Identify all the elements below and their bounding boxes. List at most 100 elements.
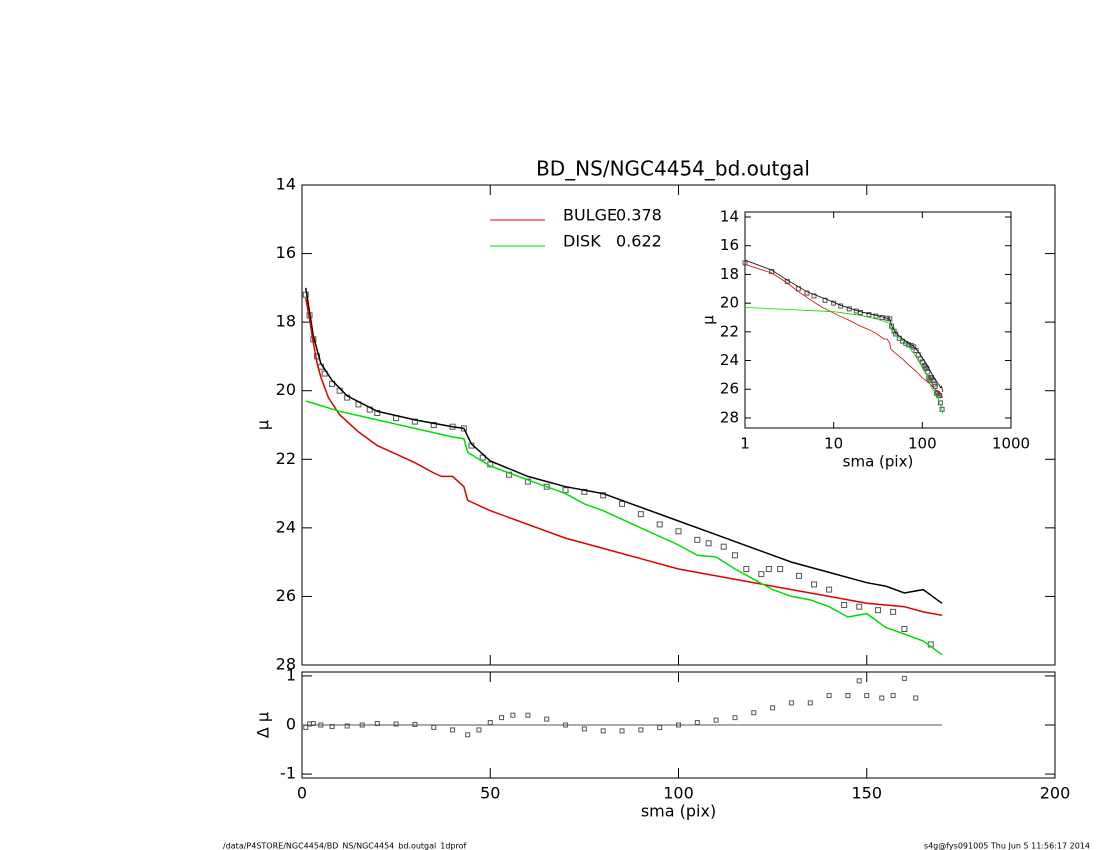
y-tick-label: 24 xyxy=(276,517,296,536)
data-point xyxy=(638,727,644,733)
data-point xyxy=(770,705,776,711)
y-axis-label: Δ μ xyxy=(254,712,273,738)
model-line xyxy=(744,264,944,398)
y-tick-label: 20 xyxy=(276,380,296,399)
data-point xyxy=(544,716,550,722)
data-point xyxy=(890,693,896,699)
legend-fraction: 0.622 xyxy=(616,232,662,251)
y-axis-label: μ xyxy=(700,315,718,325)
data-point xyxy=(901,675,907,681)
data-point xyxy=(581,488,588,495)
legend-label: BULGE xyxy=(563,206,617,225)
data-point xyxy=(303,724,309,730)
y-tick-label: 28 xyxy=(276,655,296,674)
data-point xyxy=(563,722,569,728)
data-point xyxy=(499,715,505,721)
y-axis-label: μ xyxy=(254,420,273,430)
data-point xyxy=(619,728,625,734)
data-point xyxy=(751,710,757,716)
y-tick-label: 20 xyxy=(720,294,739,312)
data-point xyxy=(765,566,772,572)
y-tick-label: 16 xyxy=(276,243,296,262)
data-point xyxy=(795,572,802,579)
data-point xyxy=(922,364,928,370)
data-point xyxy=(713,717,719,723)
data-point xyxy=(879,695,885,701)
y-tick-label: 28 xyxy=(720,408,739,426)
model-line xyxy=(305,400,943,656)
data-point xyxy=(412,722,418,728)
data-point xyxy=(393,721,399,727)
data-point xyxy=(510,712,516,718)
data-point xyxy=(675,528,682,535)
data-point xyxy=(694,720,700,726)
data-point xyxy=(329,723,335,729)
data-point xyxy=(742,260,748,266)
y-tick-label: 22 xyxy=(720,322,739,340)
data-point xyxy=(344,723,350,729)
data-point xyxy=(856,603,863,610)
data-point xyxy=(804,290,810,296)
data-point xyxy=(487,720,493,726)
data-point xyxy=(913,695,919,701)
data-point xyxy=(431,724,437,730)
data-point xyxy=(581,726,587,732)
x-tick-label: 1 xyxy=(740,435,750,453)
data-point xyxy=(826,586,833,593)
data-point xyxy=(887,316,893,322)
y-tick-label: 26 xyxy=(720,380,739,398)
x-tick-label: 0 xyxy=(297,784,307,803)
data-point xyxy=(822,297,828,303)
data-point xyxy=(777,566,784,572)
data-point xyxy=(864,693,870,699)
data-point xyxy=(732,715,738,721)
data-point xyxy=(543,483,550,490)
x-tick-label: 100 xyxy=(908,435,937,453)
data-point xyxy=(807,700,813,706)
data-point xyxy=(788,700,794,706)
y-tick-label: 18 xyxy=(720,265,739,283)
x-tick-label: 150 xyxy=(851,784,882,803)
model-line xyxy=(305,297,943,617)
x-tick-label: 10 xyxy=(824,435,843,453)
legend-fraction: 0.378 xyxy=(616,206,662,225)
data-point xyxy=(676,722,681,728)
x-axis-label: sma (pix) xyxy=(843,453,914,471)
y-tick-label: 14 xyxy=(720,208,739,226)
data-point xyxy=(476,727,482,733)
data-point xyxy=(619,500,626,507)
data-point xyxy=(856,678,862,684)
data-point xyxy=(657,724,663,730)
data-point xyxy=(430,422,437,428)
x-tick-label: 50 xyxy=(480,784,500,803)
data-point xyxy=(743,566,750,572)
data-point xyxy=(374,721,380,727)
data-point xyxy=(890,608,897,615)
footer-path: /data/P4STORE/NGC4454/BD_NS/NGC4454_bd.o… xyxy=(223,842,467,850)
data-point xyxy=(600,728,606,734)
data-point xyxy=(929,375,935,381)
chart-title: BD_NS/NGC4454_bd.outgal xyxy=(536,157,810,181)
data-point xyxy=(310,721,316,727)
data-point xyxy=(875,607,882,614)
data-point xyxy=(841,602,848,608)
data-point xyxy=(866,312,872,318)
model-line xyxy=(744,307,944,414)
plot-frame xyxy=(301,184,1056,666)
data-point xyxy=(811,293,817,299)
data-point xyxy=(562,487,569,494)
data-point xyxy=(450,727,456,733)
y-tick-label: 14 xyxy=(276,175,296,194)
data-point xyxy=(694,536,701,543)
x-tick-label: 100 xyxy=(663,784,694,803)
data-point xyxy=(731,552,738,559)
y-tick-label: 18 xyxy=(276,312,296,331)
data-point xyxy=(720,543,727,550)
y-tick-label: 22 xyxy=(276,449,296,468)
data-point xyxy=(758,571,765,578)
data-point xyxy=(845,693,851,699)
x-axis-label: sma (pix) xyxy=(641,802,716,821)
data-point xyxy=(811,581,818,588)
y-tick-label: 26 xyxy=(276,586,296,605)
y-tick-label: 1 xyxy=(286,665,296,684)
